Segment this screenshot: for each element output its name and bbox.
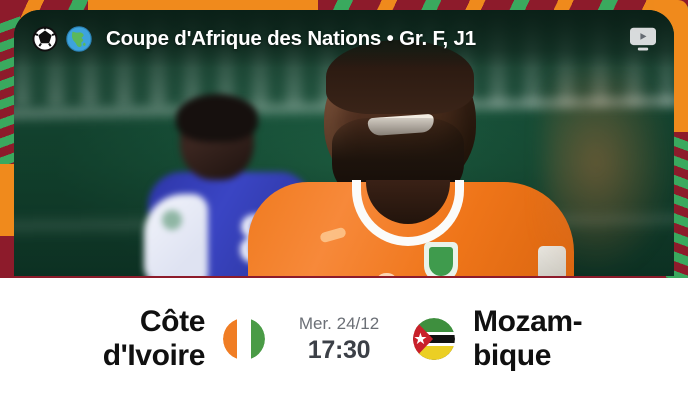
kickoff-time: 17:30 — [307, 335, 371, 364]
kickoff-info: Mer. 24/12 17:30 — [279, 313, 399, 364]
kickoff-date: Mer. 24/12 — [298, 314, 380, 334]
background-player-shoulder — [144, 194, 208, 276]
background-player-sleeve-badge — [162, 210, 182, 230]
foreground-player: 6 — [246, 30, 576, 276]
soccer-ball-icon — [32, 26, 58, 52]
away-team-name-line1: Mozam- — [473, 305, 583, 339]
background-player-hair — [176, 94, 258, 142]
competition-header: Coupe d'Afrique des Nations • Gr. F, J1 — [14, 10, 674, 68]
home-team-name: Côte d'Ivoire — [102, 305, 206, 372]
fixture-row[interactable]: Côte d'Ivoire Mer. 24/12 17:30 — [0, 278, 688, 400]
frame-top-orange-band — [88, 0, 318, 12]
globe-africa-icon — [66, 26, 92, 52]
team-crest-inner — [429, 247, 453, 276]
away-team-name: Mozam- bique — [469, 305, 623, 372]
flag-cote-divoire-icon — [223, 318, 265, 360]
competition-title: Coupe d'Afrique des Nations • Gr. F, J1 — [106, 27, 476, 50]
photo-bokeh — [544, 70, 674, 276]
tv-play-icon[interactable] — [628, 26, 658, 52]
away-team-name-line2: bique — [473, 339, 551, 372]
foreground-player-number: 6 — [372, 266, 400, 276]
flag-mozambique-icon — [413, 318, 455, 360]
competition-sleeve-patch — [538, 246, 566, 276]
